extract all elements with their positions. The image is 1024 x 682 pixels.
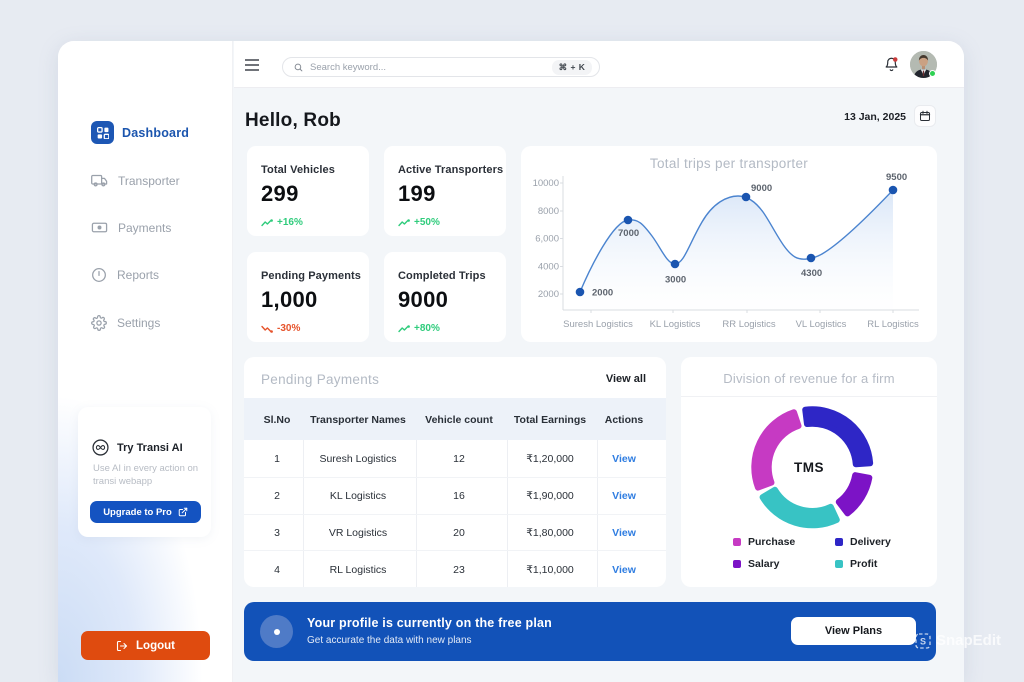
svg-text:9500: 9500 bbox=[886, 172, 907, 183]
svg-text:4300: 4300 bbox=[801, 268, 822, 279]
svg-text:S: S bbox=[920, 636, 926, 646]
svg-text:KL Logistics: KL Logistics bbox=[650, 319, 701, 330]
svg-text:6,000: 6,000 bbox=[535, 234, 559, 245]
svg-text:VL Logistics: VL Logistics bbox=[796, 319, 847, 330]
svg-text:7000: 7000 bbox=[618, 228, 639, 239]
svg-text:10000: 10000 bbox=[533, 178, 559, 189]
svg-text:2000: 2000 bbox=[538, 289, 559, 300]
svg-text:8000: 8000 bbox=[538, 206, 559, 217]
svg-text:Suresh Logistics: Suresh Logistics bbox=[563, 319, 633, 330]
svg-text:3000: 3000 bbox=[665, 275, 686, 286]
svg-text:2000: 2000 bbox=[592, 288, 613, 299]
svg-text:RL Logistics: RL Logistics bbox=[867, 319, 919, 330]
svg-text:4000: 4000 bbox=[538, 262, 559, 273]
svg-text:9000: 9000 bbox=[751, 183, 772, 194]
svg-text:RR Logistics: RR Logistics bbox=[722, 319, 776, 330]
